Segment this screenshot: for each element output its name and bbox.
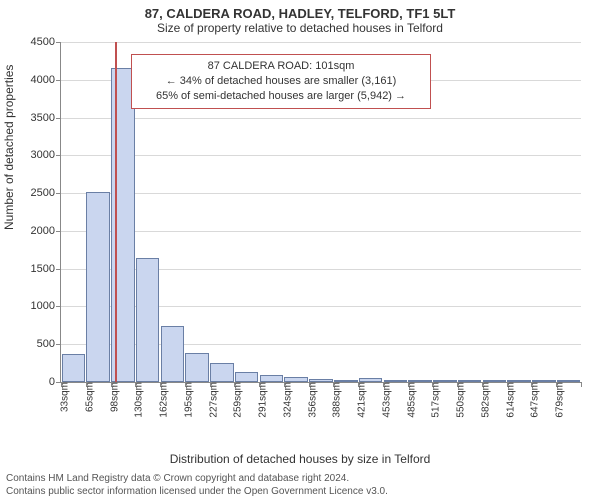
x-tick-mark bbox=[581, 382, 582, 387]
x-tick-label: 679sqm bbox=[553, 382, 566, 418]
x-tick-label: 614sqm bbox=[503, 382, 516, 418]
histogram-bar bbox=[62, 354, 86, 382]
x-tick-label: 324sqm bbox=[280, 382, 293, 418]
annotation-line: ← 34% of detached houses are smaller (3,… bbox=[140, 74, 422, 89]
y-tick-label: 2000 bbox=[31, 225, 61, 237]
x-tick-label: 65sqm bbox=[82, 382, 95, 412]
y-tick-label: 1500 bbox=[31, 263, 61, 275]
annotation-line: 87 CALDERA ROAD: 101sqm bbox=[140, 59, 422, 74]
chart-container: 05001000150020002500300035004000450033sq… bbox=[60, 42, 580, 422]
page-subtitle: Size of property relative to detached ho… bbox=[0, 21, 600, 39]
plot-area: 05001000150020002500300035004000450033sq… bbox=[60, 42, 581, 383]
x-tick-label: 195sqm bbox=[181, 382, 194, 418]
y-tick-label: 4500 bbox=[31, 36, 61, 48]
x-tick-label: 388sqm bbox=[330, 382, 343, 418]
histogram-bar bbox=[260, 375, 284, 382]
x-tick-label: 421sqm bbox=[355, 382, 368, 418]
histogram-bar bbox=[235, 372, 259, 382]
gridline bbox=[61, 118, 581, 119]
y-tick-label: 3500 bbox=[31, 112, 61, 124]
gridline bbox=[61, 231, 581, 232]
y-axis-label: Number of detached properties bbox=[2, 65, 16, 230]
y-tick-label: 1000 bbox=[31, 300, 61, 312]
histogram-bar bbox=[136, 258, 160, 382]
x-axis-label: Distribution of detached houses by size … bbox=[0, 452, 600, 466]
y-tick-label: 2500 bbox=[31, 187, 61, 199]
x-tick-label: 356sqm bbox=[305, 382, 318, 418]
x-tick-label: 291sqm bbox=[256, 382, 269, 418]
gridline bbox=[61, 193, 581, 194]
x-tick-label: 259sqm bbox=[231, 382, 244, 418]
footer-line-1: Contains HM Land Registry data © Crown c… bbox=[6, 473, 388, 486]
y-tick-label: 3000 bbox=[31, 149, 61, 161]
x-tick-label: 517sqm bbox=[429, 382, 442, 418]
x-tick-label: 582sqm bbox=[478, 382, 491, 418]
footer-line-2: Contains public sector information licen… bbox=[6, 486, 388, 499]
gridline bbox=[61, 155, 581, 156]
x-tick-label: 227sqm bbox=[206, 382, 219, 418]
x-tick-label: 162sqm bbox=[157, 382, 170, 418]
histogram-bar bbox=[185, 353, 209, 382]
y-tick-label: 500 bbox=[37, 338, 61, 350]
x-tick-label: 550sqm bbox=[454, 382, 467, 418]
annotation-line: 65% of semi-detached houses are larger (… bbox=[140, 89, 422, 104]
highlight-marker-line bbox=[115, 42, 117, 382]
x-tick-label: 485sqm bbox=[404, 382, 417, 418]
page-title: 87, CALDERA ROAD, HADLEY, TELFORD, TF1 5… bbox=[0, 0, 600, 21]
histogram-bar bbox=[161, 326, 185, 382]
x-tick-label: 647sqm bbox=[528, 382, 541, 418]
footer-attribution: Contains HM Land Registry data © Crown c… bbox=[6, 473, 388, 498]
histogram-bar bbox=[210, 363, 234, 382]
y-tick-label: 4000 bbox=[31, 74, 61, 86]
x-tick-label: 130sqm bbox=[132, 382, 145, 418]
x-tick-label: 98sqm bbox=[107, 382, 120, 412]
x-tick-label: 453sqm bbox=[379, 382, 392, 418]
histogram-bar bbox=[86, 192, 110, 382]
gridline bbox=[61, 42, 581, 43]
x-tick-label: 33sqm bbox=[58, 382, 71, 412]
annotation-box: 87 CALDERA ROAD: 101sqm← 34% of detached… bbox=[131, 54, 431, 109]
